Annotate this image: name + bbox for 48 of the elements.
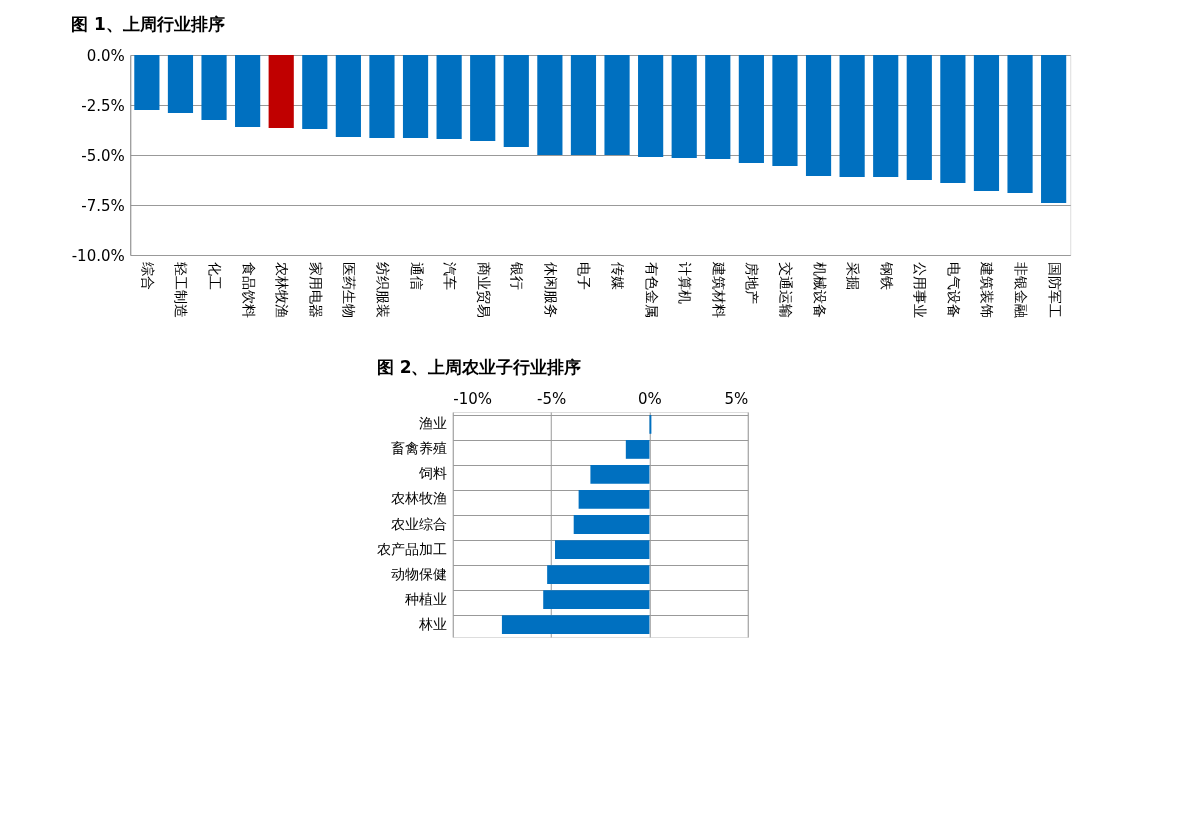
x-tick-label: 建筑材料 [710, 260, 727, 318]
x-tick-label: 银行 [509, 260, 526, 290]
x-tick-label: 电子 [576, 261, 593, 290]
y-tick-label: -10.0% [71, 246, 125, 265]
x-tick-label: 计算机 [677, 261, 694, 304]
y-tick-label: 畜禽养殖 [391, 440, 448, 457]
chart-title: 图 2、上周农业子行业排序 [376, 357, 582, 377]
x-tick-label: 公用事业 [912, 261, 929, 318]
x-tick-label: -5% [536, 389, 567, 408]
x-tick-label: 钢铁 [878, 260, 895, 290]
y-tick-label: 饲料 [418, 465, 448, 482]
x-tick-label: 化工 [207, 261, 224, 290]
x-tick-label: 农林牧渔 [274, 261, 291, 318]
x-tick-label: 医药生物 [341, 261, 358, 318]
x-tick-label: -10% [453, 389, 493, 408]
y-tick-label: 农林牧渔 [391, 490, 448, 507]
x-tick-label: 0% [638, 389, 662, 408]
x-tick-label: 食品饮料 [240, 261, 257, 318]
x-tick-label: 轻工制造 [173, 261, 190, 318]
x-tick-label: 国防军工 [1046, 261, 1063, 318]
y-tick-label: 农产品加工 [377, 540, 448, 557]
x-tick-label: 传媒 [610, 261, 627, 290]
x-tick-label: 纺织服装 [374, 261, 391, 318]
x-tick-label: 机械设备 [811, 261, 828, 318]
y-tick-label: -7.5% [81, 196, 125, 215]
y-tick-label: -5.0% [81, 146, 125, 165]
x-tick-label: 建筑装饰 [979, 260, 996, 318]
y-tick-label: 渔业 [419, 415, 448, 432]
x-tick-label: 家用电器 [307, 261, 324, 318]
chart-title: 图 1、上周行业排序 [71, 14, 225, 34]
x-tick-label: 综合 [139, 261, 156, 290]
x-tick-label: 采掘 [845, 261, 862, 290]
x-tick-label: 5% [724, 389, 749, 408]
x-tick-label: 电气设备 [945, 261, 962, 318]
y-tick-label: 动物保健 [391, 565, 448, 582]
y-tick-label: 林业 [418, 615, 448, 632]
x-tick-label: 交通运输 [777, 261, 794, 318]
y-tick-label: 种植业 [405, 590, 448, 607]
x-tick-label: 有色金属 [643, 261, 660, 318]
x-tick-label: 房地产 [744, 261, 761, 304]
y-tick-label: 农业综合 [391, 515, 448, 532]
y-tick-label: -2.5% [81, 96, 125, 115]
y-tick-label: 0.0% [86, 46, 125, 65]
x-tick-label: 通信 [408, 261, 425, 290]
x-tick-label: 汽车 [442, 261, 459, 290]
x-tick-label: 非银金融 [1013, 261, 1030, 318]
x-tick-label: 商业贸易 [475, 261, 492, 318]
x-tick-label: 休闲服务 [542, 261, 559, 318]
